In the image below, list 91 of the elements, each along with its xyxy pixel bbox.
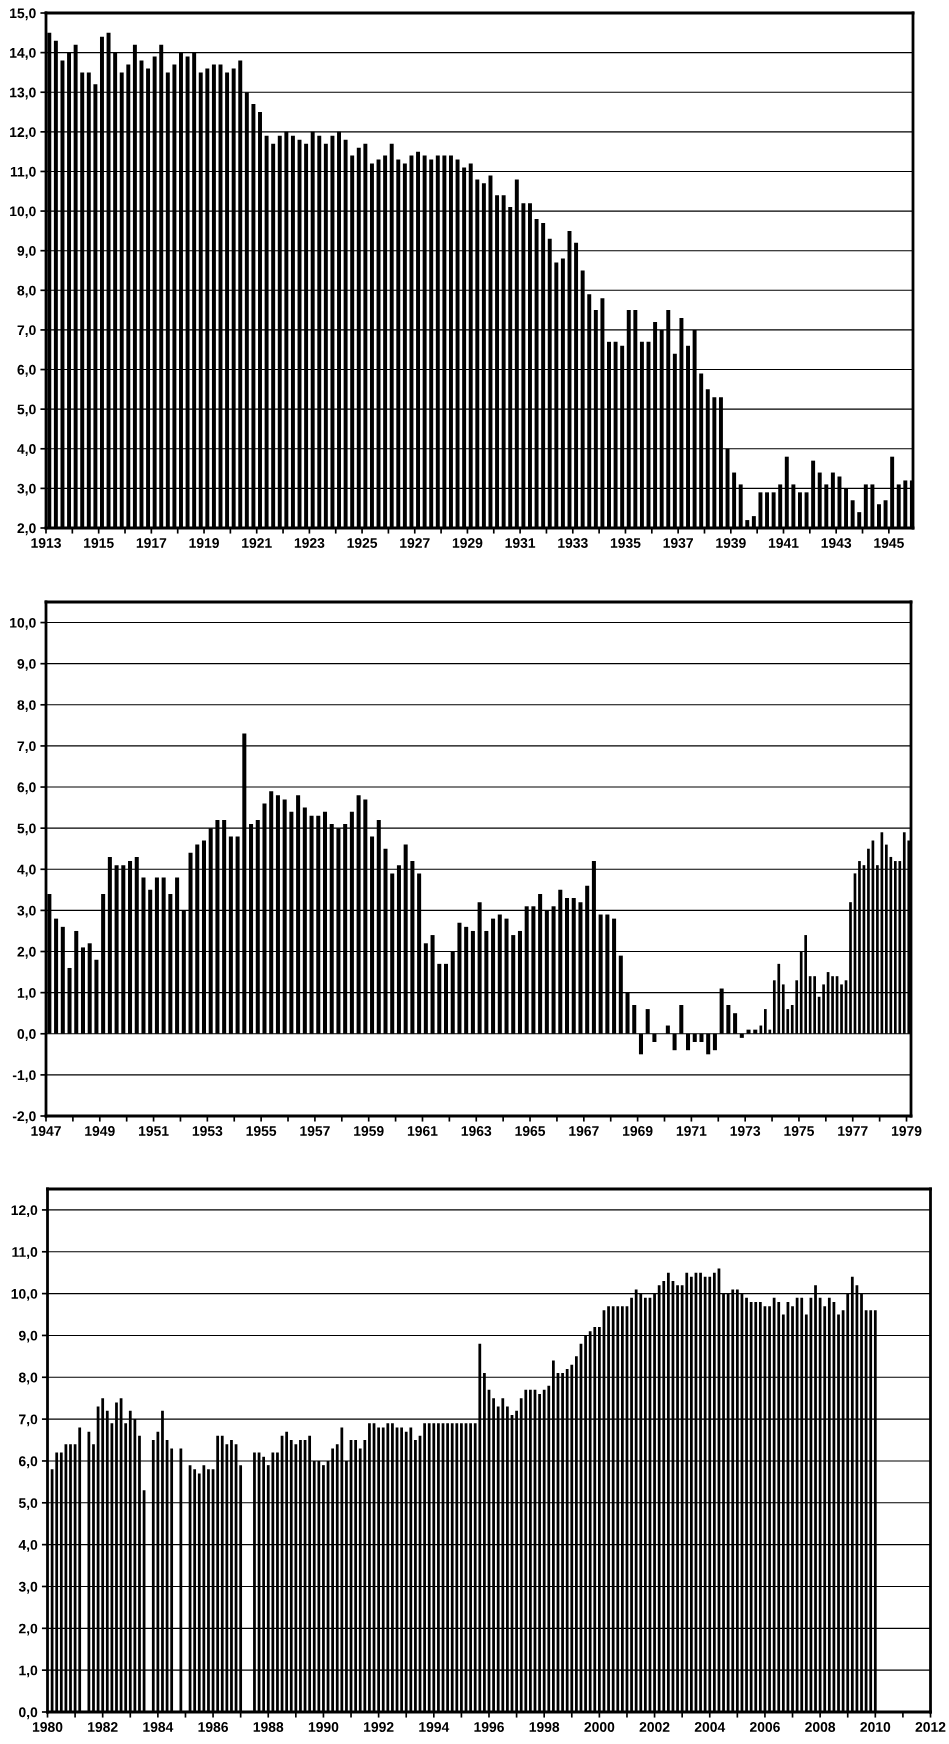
x-tick-label: 1941 xyxy=(768,538,799,548)
y-tick-label: 13,0 xyxy=(10,87,36,100)
y-tick-label: 6,0 xyxy=(18,1456,38,1469)
y-tick-label: 8,0 xyxy=(18,1372,38,1385)
y-tick-label: 3,0 xyxy=(17,905,36,918)
x-tick-label: 1975 xyxy=(784,1126,815,1136)
y-tick-label: 2,0 xyxy=(17,946,36,959)
x-tick-label: 1951 xyxy=(138,1126,169,1136)
y-tick-label: 10,0 xyxy=(10,206,36,219)
x-tick-label: 1998 xyxy=(529,1722,560,1732)
x-tick-label: 1921 xyxy=(242,538,272,548)
y-tick-label: 14,0 xyxy=(10,47,36,60)
y-tick-label: 15,0 xyxy=(10,8,36,21)
x-tick-label: 1913 xyxy=(31,538,61,548)
y-tick-label: 9,0 xyxy=(17,246,36,258)
x-tick-label: 1977 xyxy=(838,1126,868,1136)
x-tick-label: 1939 xyxy=(716,538,746,548)
y-tick-label: 6,0 xyxy=(17,364,36,377)
x-tick-label: 1955 xyxy=(246,1126,277,1136)
x-tick-label: 1925 xyxy=(347,538,378,548)
x-tick-label: 1945 xyxy=(874,538,904,548)
x-tick-label: 1963 xyxy=(461,1126,492,1136)
x-tick-label: 1915 xyxy=(84,538,114,548)
x-tick-label: 1984 xyxy=(143,1722,174,1732)
y-tick-label: 1,0 xyxy=(19,1665,38,1678)
x-tick-label: 1969 xyxy=(623,1126,653,1136)
y-tick-label: 0,0 xyxy=(19,1707,38,1720)
y-tick-label: 8,0 xyxy=(17,700,36,712)
y-tick-label: 8,0 xyxy=(17,285,36,298)
y-tick-label: 1,0 xyxy=(17,987,36,1000)
x-tick-label: 1927 xyxy=(400,538,430,548)
x-tick-label: 1996 xyxy=(474,1722,504,1732)
y-tick-label: 12,0 xyxy=(10,127,36,140)
x-tick-label: 1953 xyxy=(192,1126,223,1136)
x-tick-label: 1933 xyxy=(558,538,588,548)
x-tick-label: 1931 xyxy=(505,538,536,548)
x-tick-label: 1929 xyxy=(452,538,483,548)
x-tick-label: 1917 xyxy=(136,538,167,548)
x-tick-label: 1949 xyxy=(85,1126,115,1136)
x-tick-label: 1979 xyxy=(891,1126,922,1136)
x-tick-label: 1961 xyxy=(407,1126,438,1136)
y-tick-label: -2,0 xyxy=(12,1111,36,1124)
y-tick-label: 4,0 xyxy=(18,1539,38,1552)
y-tick-label: 5,0 xyxy=(17,823,36,836)
x-tick-label: 1971 xyxy=(676,1126,707,1136)
x-tick-label: 1992 xyxy=(364,1722,394,1732)
x-tick-label: 2000 xyxy=(584,1722,615,1732)
y-tick-label: 5,0 xyxy=(17,404,36,417)
x-tick-label: 2012 xyxy=(915,1722,946,1732)
x-tick-label: 2008 xyxy=(805,1722,836,1732)
x-tick-label: 2004 xyxy=(694,1722,726,1732)
x-tick-label: 1957 xyxy=(300,1126,330,1136)
y-tick-label: -1,0 xyxy=(12,1070,36,1083)
y-tick-label: 7,0 xyxy=(17,741,36,754)
x-tick-label: 1967 xyxy=(569,1126,599,1136)
x-tick-label: 1986 xyxy=(198,1722,229,1732)
x-tick-label: 1988 xyxy=(253,1722,284,1732)
y-tick-label: 7,0 xyxy=(17,325,36,338)
y-tick-label: 11,0 xyxy=(10,166,36,179)
y-tick-label: 11,0 xyxy=(12,1247,38,1259)
y-tick-label: 3,0 xyxy=(18,1581,38,1594)
y-tick-label: 4,0 xyxy=(17,444,36,456)
x-tick-label: 1980 xyxy=(32,1722,63,1732)
y-tick-label: 6,0 xyxy=(17,782,36,795)
x-tick-label: 1919 xyxy=(189,538,219,548)
y-tick-label: 2,0 xyxy=(18,1623,38,1636)
y-tick-label: 9,0 xyxy=(18,1330,38,1343)
x-tick-label: 1973 xyxy=(730,1126,761,1136)
x-tick-label: 2006 xyxy=(749,1722,780,1732)
x-tick-label: 1923 xyxy=(294,538,325,548)
y-tick-label: 2,0 xyxy=(17,523,36,536)
x-tick-label: 1935 xyxy=(610,538,641,548)
x-tick-label: 1947 xyxy=(31,1126,61,1136)
x-tick-label: 1943 xyxy=(821,538,852,548)
y-tick-label: 4,0 xyxy=(17,864,36,877)
y-tick-label: 0,0 xyxy=(17,1029,36,1041)
x-tick-label: 1982 xyxy=(88,1722,118,1732)
x-tick-label: 1994 xyxy=(419,1722,450,1732)
y-tick-label: 5,0 xyxy=(18,1498,38,1510)
x-tick-label: 2010 xyxy=(860,1722,891,1732)
y-tick-label: 9,0 xyxy=(17,659,36,671)
x-tick-label: 2002 xyxy=(639,1722,670,1732)
y-tick-label: 3,0 xyxy=(17,483,36,496)
x-tick-label: 1959 xyxy=(354,1126,384,1136)
x-tick-label: 1990 xyxy=(308,1722,339,1732)
y-tick-label: 10,0 xyxy=(11,1288,38,1301)
y-tick-label: 12,0 xyxy=(11,1205,38,1218)
y-tick-label: 10,0 xyxy=(10,617,36,630)
y-tick-label: 7,0 xyxy=(19,1414,38,1427)
x-tick-label: 1937 xyxy=(663,538,693,548)
x-tick-label: 1965 xyxy=(515,1126,546,1136)
